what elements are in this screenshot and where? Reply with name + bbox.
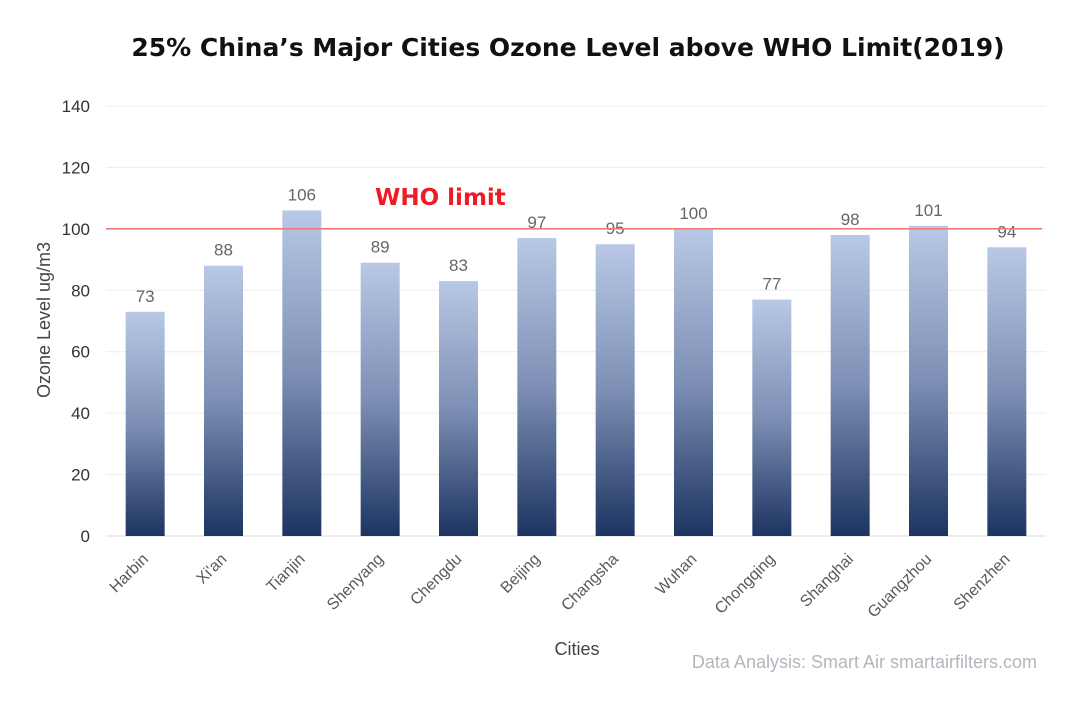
data-label: 101	[914, 201, 942, 220]
y-axis-ticks: 0 20 40 60 80 100 120 140	[62, 97, 90, 546]
x-tick-label: Guangzhou	[865, 551, 936, 622]
y-tick-label: 40	[71, 404, 90, 423]
bar	[517, 238, 557, 537]
data-label: 97	[527, 213, 546, 232]
x-axis-ticks: Harbin Xi'an Tianjin Shenyang Chengdu Beijing…	[107, 551, 1014, 622]
data-label: 83	[449, 256, 468, 275]
data-label: 100	[679, 204, 707, 223]
y-tick-label: 60	[71, 343, 90, 362]
bar	[595, 244, 635, 536]
bar	[125, 311, 165, 536]
y-tick-label: 140	[62, 97, 90, 116]
x-tick-label: Shanghai	[797, 551, 857, 611]
who-limit-label: WHO limit	[375, 185, 506, 211]
x-tick-label: Changsha	[558, 551, 622, 615]
bar	[360, 262, 400, 536]
x-tick-label: Beijing	[498, 551, 544, 597]
bar	[909, 225, 948, 537]
bar	[204, 265, 243, 536]
x-tick-label: Harbin	[107, 551, 152, 596]
data-label: 98	[841, 210, 860, 229]
data-label: 77	[762, 275, 781, 294]
x-tick-label: Shenyang	[324, 551, 387, 614]
x-tick-label: Xi'an	[194, 551, 231, 588]
chart-title: 25% China’s Major Cities Ozone Level abo…	[131, 33, 1004, 62]
x-axis-label: Cities	[554, 639, 599, 659]
gridlines	[106, 105, 1046, 537]
data-label: 94	[997, 222, 1016, 241]
x-tick-label: Chengdu	[407, 551, 465, 609]
bars	[125, 210, 1027, 537]
y-tick-label: 0	[81, 527, 90, 546]
data-label: 89	[371, 238, 390, 257]
y-tick-label: 80	[71, 281, 90, 300]
y-tick-label: 120	[62, 158, 90, 177]
data-label: 73	[136, 287, 155, 306]
source-credit: Data Analysis: Smart Air smartairfilters…	[692, 652, 1037, 672]
x-tick-label: Wuhan	[653, 551, 701, 599]
y-tick-label: 100	[62, 220, 90, 239]
bar	[987, 247, 1027, 537]
bar	[830, 235, 870, 536]
bar	[282, 210, 322, 536]
data-label: 106	[288, 185, 316, 204]
x-tick-label: Shenzhen	[951, 551, 1014, 614]
bar	[674, 228, 713, 536]
bar	[439, 281, 478, 536]
data-label: 88	[214, 241, 233, 260]
y-tick-label: 20	[71, 466, 90, 485]
bar	[752, 299, 792, 536]
x-tick-label: Chongqing	[712, 551, 779, 618]
x-tick-label: Tianjin	[264, 551, 309, 596]
y-axis-label: Ozone Level ug/m3	[34, 242, 54, 398]
